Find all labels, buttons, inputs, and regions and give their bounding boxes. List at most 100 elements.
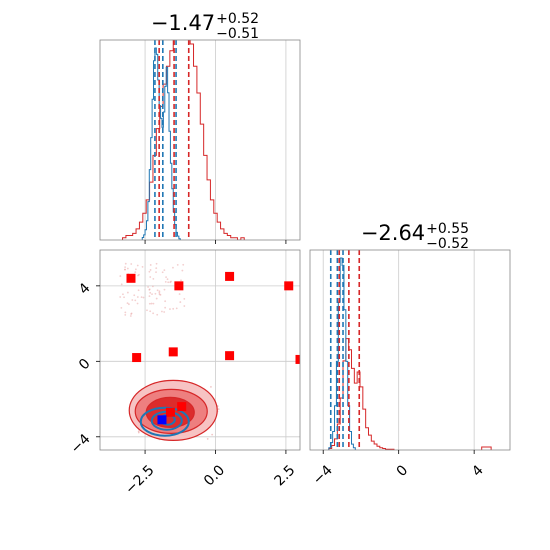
contour-blue-outer [139,406,190,437]
sample-point [130,263,133,265]
panel-p1-histogram: −1.47 +0.52 −0.51 [99,11,301,244]
sample-point [183,305,186,307]
p2-title-median: −2.64 [361,221,425,245]
p1-hist-red-series [122,40,245,240]
marker-red [295,354,300,364]
sample-point [156,289,159,292]
p1-title-minus: −0.51 [216,26,259,42]
sample-point [156,313,159,316]
sample-point [159,293,162,296]
sample-point [182,263,185,266]
sample-point [172,307,175,310]
sample-point [122,293,124,296]
sample-point [152,278,155,280]
sample-point [158,290,161,293]
scatter-ytick-label: −4 [68,431,94,457]
sample-point [148,288,151,291]
sample-point [119,296,122,298]
sample-point [136,296,139,298]
hist2-ticks: −4 0 4 [310,450,487,488]
sample-point [149,310,152,313]
sample-point [137,274,139,277]
sample-point [164,306,167,309]
hist2-grid [322,250,475,450]
hist1-grid [144,40,287,240]
scatter-content [119,262,300,441]
sample-point [146,309,148,312]
sample-point [210,386,212,388]
sample-point [154,292,157,295]
marker-red [168,347,178,357]
sample-point [129,315,132,317]
hist1-content [122,40,245,240]
scatter-xtick-label: 0.0 [201,462,228,489]
sample-point [123,296,125,299]
sample-point [169,281,172,284]
sample-point [166,278,169,281]
hist2-xtick-label: 0 [394,462,412,480]
hist2-xtick-label: −4 [310,462,336,488]
p2-hist-blue-series [328,257,356,450]
sample-point [148,270,151,273]
sample-point [149,291,152,294]
sample-point [142,296,145,299]
sample-point [183,297,186,300]
sample-point [136,302,139,305]
sample-point [137,431,140,434]
sample-point [137,289,140,292]
scatter-ytick-label: 0 [76,356,94,374]
sample-point [178,293,181,295]
sample-point [119,275,122,277]
sample-point [149,269,152,271]
scatter-ytick-label: 4 [76,280,94,298]
sample-point [165,276,167,278]
sample-point [164,280,167,283]
marker-red [126,273,136,283]
sample-point [161,310,163,313]
sample-point [163,288,166,291]
sample-point [124,266,127,269]
hist1-frame [99,39,301,241]
marker-red [174,281,184,291]
sample-point [149,276,152,278]
p1-title-median: −1.47 [151,11,215,35]
panel-p1-p2-scatter: −2.5 0.0 2.5 −4 0 4 [68,249,301,498]
sample-point [155,262,158,265]
scatter-xtick-label: −2.5 [122,462,157,497]
sample-point [131,299,134,301]
sample-point [141,265,144,268]
sample-point [179,301,182,303]
hist2-xtick-label: 4 [469,462,487,480]
sample-point [124,311,127,314]
p2-title-minus: −0.52 [426,236,469,252]
sample-point [155,267,158,270]
sample-point [217,408,220,411]
sample-point [161,271,164,274]
sample-point [149,264,152,266]
sample-point [134,299,137,302]
sample-point [126,267,129,270]
sample-point [181,269,184,272]
sample-point [120,306,123,309]
sample-point [206,438,209,440]
sample-point [167,281,170,284]
sample-point [124,314,127,316]
sample-point [151,293,153,296]
sample-point [176,263,179,266]
marker-red [284,281,294,291]
sample-point [164,300,167,303]
sample-point [120,283,123,286]
sample-point [147,286,149,288]
sample-point [172,266,174,269]
marker-blue [157,415,167,425]
sample-point [124,262,127,265]
sample-point [152,312,155,315]
p2-title-plus: +0.55 [426,221,469,237]
sample-point [148,295,151,298]
sample-point [148,302,151,305]
marker-red [225,271,235,281]
sample-point [169,308,171,310]
marker-red [177,402,187,412]
sample-point [158,291,161,294]
sample-point [128,303,130,306]
